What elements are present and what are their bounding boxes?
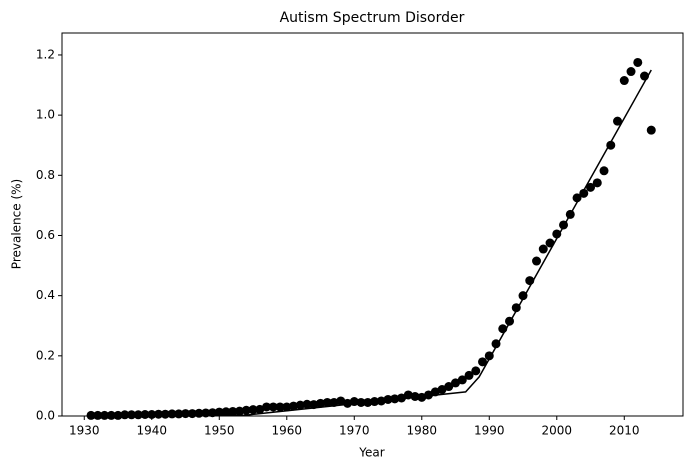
scatter-point — [282, 402, 292, 412]
scatter-point — [444, 382, 454, 392]
y-tick-label: 0.4 — [36, 288, 55, 302]
scatter-point — [464, 370, 474, 380]
scatter-point — [538, 244, 548, 254]
scatter-point — [336, 396, 346, 406]
x-tick-label: 1940 — [137, 424, 168, 438]
scatter-point — [457, 375, 467, 385]
y-tick-label: 1.2 — [36, 47, 55, 61]
x-tick-label: 1960 — [272, 424, 303, 438]
x-axis-label: Year — [358, 446, 384, 460]
scatter-point — [572, 193, 582, 203]
x-tick-label: 1970 — [339, 424, 370, 438]
scatter-point — [329, 397, 339, 407]
scatter-point — [417, 392, 427, 402]
scatter-point — [552, 229, 562, 239]
scatter-point — [228, 406, 238, 416]
plot-frame — [61, 32, 684, 417]
scatter-point — [302, 399, 312, 409]
y-tick-label: 0.8 — [36, 168, 55, 182]
scatter-point — [248, 405, 258, 415]
scatter-point — [646, 125, 656, 135]
scatter-point — [127, 410, 137, 420]
scatter-point — [478, 357, 488, 367]
x-tick-label: 1980 — [407, 424, 438, 438]
scatter-point — [343, 398, 353, 408]
scatter-point — [586, 182, 596, 192]
fit-line — [91, 69, 652, 417]
x-tick-label: 2010 — [609, 424, 640, 438]
y-tick-label: 0.0 — [36, 409, 55, 423]
x-tick-label: 1950 — [204, 424, 235, 438]
y-tick-label: 0.2 — [36, 348, 55, 362]
scatter-point — [322, 397, 332, 407]
scatter-point — [241, 405, 251, 415]
scatter-point — [532, 256, 542, 266]
scatter-point — [221, 407, 231, 417]
scatter-point — [262, 402, 272, 412]
scatter-point — [451, 378, 461, 388]
scatter-point — [471, 366, 481, 376]
scatter-point — [235, 406, 245, 416]
scatter-point — [626, 67, 636, 77]
scatter-point — [397, 393, 407, 403]
scatter-point — [309, 400, 319, 410]
scatter-point — [289, 401, 299, 411]
scatter-point — [255, 404, 265, 414]
x-tick-label: 1990 — [474, 424, 505, 438]
chart-title: Autism Spectrum Disorder — [280, 10, 465, 26]
scatter-point — [275, 402, 285, 412]
y-tick-label: 1.0 — [36, 108, 55, 122]
scatter-point — [410, 391, 420, 401]
scatter-point — [295, 400, 305, 410]
scatter-point — [633, 57, 643, 67]
scatter-point — [599, 166, 609, 176]
scatter-point — [619, 76, 629, 86]
scatter-point — [147, 409, 157, 419]
scatter-point — [120, 410, 130, 420]
scatter-point — [424, 390, 434, 400]
y-tick-label: 0.6 — [36, 228, 55, 242]
scatter-point — [592, 178, 602, 188]
scatter-point — [437, 385, 447, 395]
scatter-point — [316, 398, 326, 408]
scatter-point — [613, 116, 623, 126]
scatter-point — [214, 407, 224, 417]
x-tick-label: 1930 — [69, 424, 100, 438]
scatter-point — [268, 402, 278, 412]
scatter-point — [133, 410, 143, 420]
scatter-point — [140, 409, 150, 419]
x-tick-label: 2000 — [542, 424, 573, 438]
y-axis-label: Prevalence (%) — [10, 179, 24, 269]
